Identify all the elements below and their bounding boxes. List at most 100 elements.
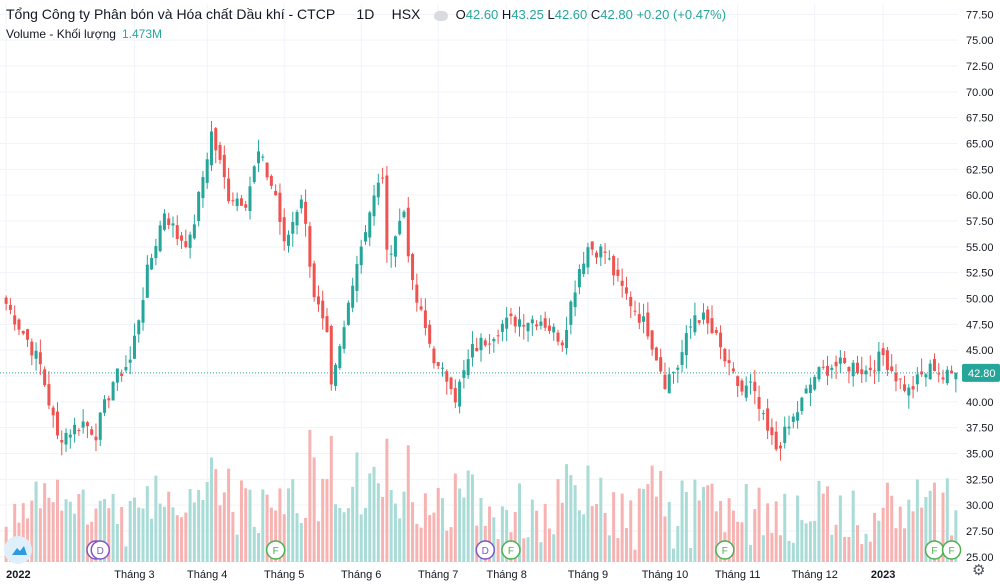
candle-body [483, 340, 487, 346]
volume-bar [496, 539, 500, 562]
candle-body [778, 445, 782, 449]
volume-bar [419, 527, 423, 562]
candle-body [265, 162, 269, 178]
price-tick-label: 75.00 [966, 35, 994, 47]
volume-bar [355, 452, 359, 562]
symbol-legend: Tổng Công ty Phân bón và Hóa chất Dầu kh… [6, 6, 726, 22]
volume-bar [749, 544, 753, 562]
candle-body [77, 429, 81, 431]
candle-body [599, 246, 603, 258]
high-label: H [501, 7, 512, 22]
volume-bar [128, 500, 132, 562]
volume-bar [38, 508, 42, 562]
volume-bar [573, 485, 577, 562]
candle-body [261, 156, 265, 158]
dividend-marker[interactable] [90, 540, 111, 560]
candle-body [26, 329, 30, 340]
candle-body [252, 166, 256, 183]
volume-bar [453, 473, 457, 562]
tradingview-logo-icon[interactable] [4, 536, 32, 564]
volume-bar [43, 483, 47, 562]
symbol-title[interactable]: Tổng Công ty Phân bón và Hóa chất Dầu kh… [6, 6, 336, 22]
candle-body [526, 322, 530, 332]
volume-bar [265, 494, 269, 562]
candle-body [47, 384, 51, 406]
volume-bar [180, 517, 184, 562]
candle-body [535, 324, 539, 327]
volume-bar [907, 499, 911, 562]
candle-body [851, 362, 855, 377]
candle-body [821, 366, 825, 368]
candle-body [128, 359, 132, 363]
time-axis[interactable]: 2022 Tháng 3 Tháng 4 Tháng 5 Tháng 6 Tháng 7 T… [6, 569, 895, 581]
candle-body [796, 412, 800, 421]
financial-marker[interactable] [265, 540, 286, 560]
volume-bar [569, 475, 573, 562]
price-tick-label: 60.00 [966, 190, 994, 202]
interval-label[interactable]: 1D [356, 6, 375, 22]
candle-body [325, 316, 329, 333]
volume-bar [120, 506, 124, 562]
price-tick-label: 72.50 [966, 61, 994, 73]
volume-bars [4, 429, 958, 562]
candle-body [132, 335, 136, 359]
financial-marker[interactable] [715, 540, 735, 560]
price-axis[interactable]: 77.50 75.00 72.50 70.00 67.50 65.00 62.50 60.00… [962, 9, 1000, 564]
volume-bar [30, 500, 34, 562]
candle-body [470, 344, 474, 358]
volume-bar [316, 521, 320, 562]
candle-body [586, 247, 590, 268]
candle-body [552, 326, 556, 333]
volume-bar [894, 528, 898, 562]
candle-body [192, 224, 196, 239]
candle-body [432, 348, 436, 364]
candle-body [235, 198, 239, 207]
candle-body [334, 364, 338, 386]
financial-marker[interactable] [941, 540, 962, 560]
candle-body [286, 234, 290, 246]
volume-bar [843, 536, 847, 562]
candle-body [64, 432, 68, 445]
volume-bar [201, 500, 205, 562]
candle-body [612, 256, 616, 276]
volume-bar [808, 521, 812, 562]
price-tick-label: 45.00 [966, 345, 994, 357]
candle-body [411, 254, 415, 281]
volume-bar [325, 479, 329, 562]
volume-bar [304, 517, 308, 562]
volume-bar [629, 500, 633, 562]
volume-bar [295, 513, 299, 562]
candle-body [787, 426, 791, 429]
volume-bar [710, 483, 714, 562]
time-tick-label: Tháng 4 [187, 569, 227, 581]
price-tick-label: 32.50 [966, 474, 994, 486]
volume-bar [171, 507, 175, 562]
volume-bar [847, 536, 851, 562]
financial-marker[interactable] [501, 540, 521, 560]
volume-bar [864, 533, 868, 562]
volume-bar [954, 510, 958, 562]
dividend-marker[interactable] [475, 540, 496, 560]
candle-body [346, 302, 350, 325]
candle-body [676, 367, 680, 370]
event-markers[interactable]: DDFDFFFF [86, 540, 962, 560]
price-tick-label: 65.00 [966, 139, 994, 151]
eye-icon[interactable] [434, 10, 448, 21]
time-tick-label: Tháng 5 [264, 569, 304, 581]
candle-body [359, 246, 363, 266]
candle-body [637, 314, 641, 323]
candle-body [505, 317, 509, 329]
volume-bar [197, 489, 201, 562]
candle-body [222, 154, 226, 178]
candle-body [201, 177, 205, 199]
volume-bar [582, 514, 586, 562]
candle-body [248, 186, 252, 212]
candle-body [4, 297, 8, 304]
gear-icon[interactable]: ⚙ [972, 562, 986, 579]
candle-body [547, 325, 551, 331]
candle-body [316, 296, 320, 305]
volume-bar [663, 516, 667, 562]
volume-bar [616, 538, 620, 562]
candle-body [94, 436, 98, 441]
